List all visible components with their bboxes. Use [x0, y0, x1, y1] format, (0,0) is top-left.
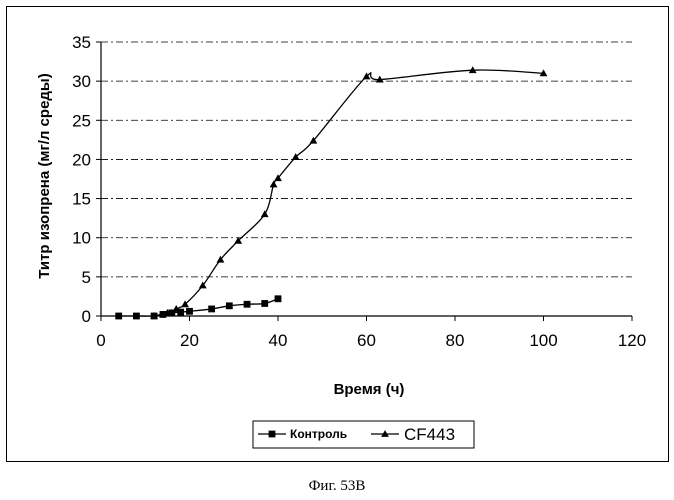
data-point: [261, 300, 268, 307]
data-point: [115, 313, 122, 320]
chart: 05101520253035020406080100120 Время (ч) …: [0, 0, 674, 470]
data-point: [244, 301, 251, 308]
y-axis-title: Титр изопрена (мг/л среды): [36, 73, 53, 278]
x-tick-label: 20: [180, 331, 199, 350]
y-tick-label: 25: [72, 111, 91, 130]
data-point: [226, 302, 233, 309]
data-point: [133, 313, 140, 320]
data-point: [270, 181, 278, 188]
y-tick-label: 35: [72, 33, 91, 52]
series-line: [154, 70, 543, 316]
x-tick-label: 0: [96, 331, 105, 350]
data-point: [186, 308, 193, 315]
y-tick-label: 20: [72, 150, 91, 169]
x-tick-label: 100: [529, 331, 557, 350]
series-line: [119, 299, 278, 316]
legend-marker: [269, 431, 276, 438]
tick-labels: 0 5 10 15 20 25 30 35 0 20 40 60 80 100 120: [72, 33, 646, 350]
figure-caption: Фиг. 53В: [0, 478, 674, 495]
y-tick-label: 5: [82, 268, 91, 287]
legend: Контроль CF443: [253, 421, 474, 448]
data-point: [208, 306, 215, 313]
series: [115, 66, 547, 319]
x-tick-label: 120: [618, 331, 646, 350]
x-tick-label: 60: [357, 331, 376, 350]
y-tick-label: 30: [72, 72, 91, 91]
x-tick-label: 40: [269, 331, 288, 350]
data-point: [275, 295, 282, 302]
legend-label: Контроль: [290, 427, 347, 441]
axes: [96, 42, 632, 321]
y-tick-label: 0: [82, 307, 91, 326]
series-2: [150, 66, 547, 319]
y-tick-label: 10: [72, 229, 91, 248]
x-axis-title: Время (ч): [334, 381, 405, 398]
legend-label: CF443: [404, 425, 455, 444]
x-tick-label: 80: [446, 331, 465, 350]
data-point: [261, 210, 269, 217]
y-tick-label: 15: [72, 190, 91, 209]
